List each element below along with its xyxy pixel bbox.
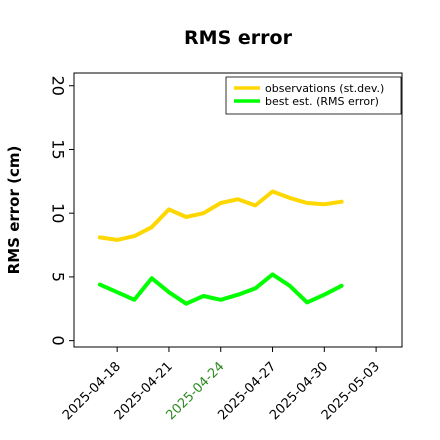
legend-label-observations: observations (st.dev.) (265, 82, 384, 95)
y-tick-label: 10 (48, 203, 67, 223)
y-tick-label: 15 (48, 139, 67, 159)
plot-area (73, 72, 403, 348)
legend: observations (st.dev.) best est. (RMS er… (225, 76, 402, 115)
y-axis-label: RMS error (cm) (5, 146, 23, 275)
series-line-best-est (97, 272, 344, 306)
series-line-observations (97, 189, 344, 242)
legend-label-best-est: best est. (RMS error) (265, 95, 379, 108)
y-tick-label: 0 (48, 336, 67, 346)
y-tick-label: 20 (48, 76, 67, 96)
y-tick-label: 5 (48, 272, 67, 282)
legend-box (225, 76, 402, 115)
chart-title: RMS error (184, 27, 293, 49)
